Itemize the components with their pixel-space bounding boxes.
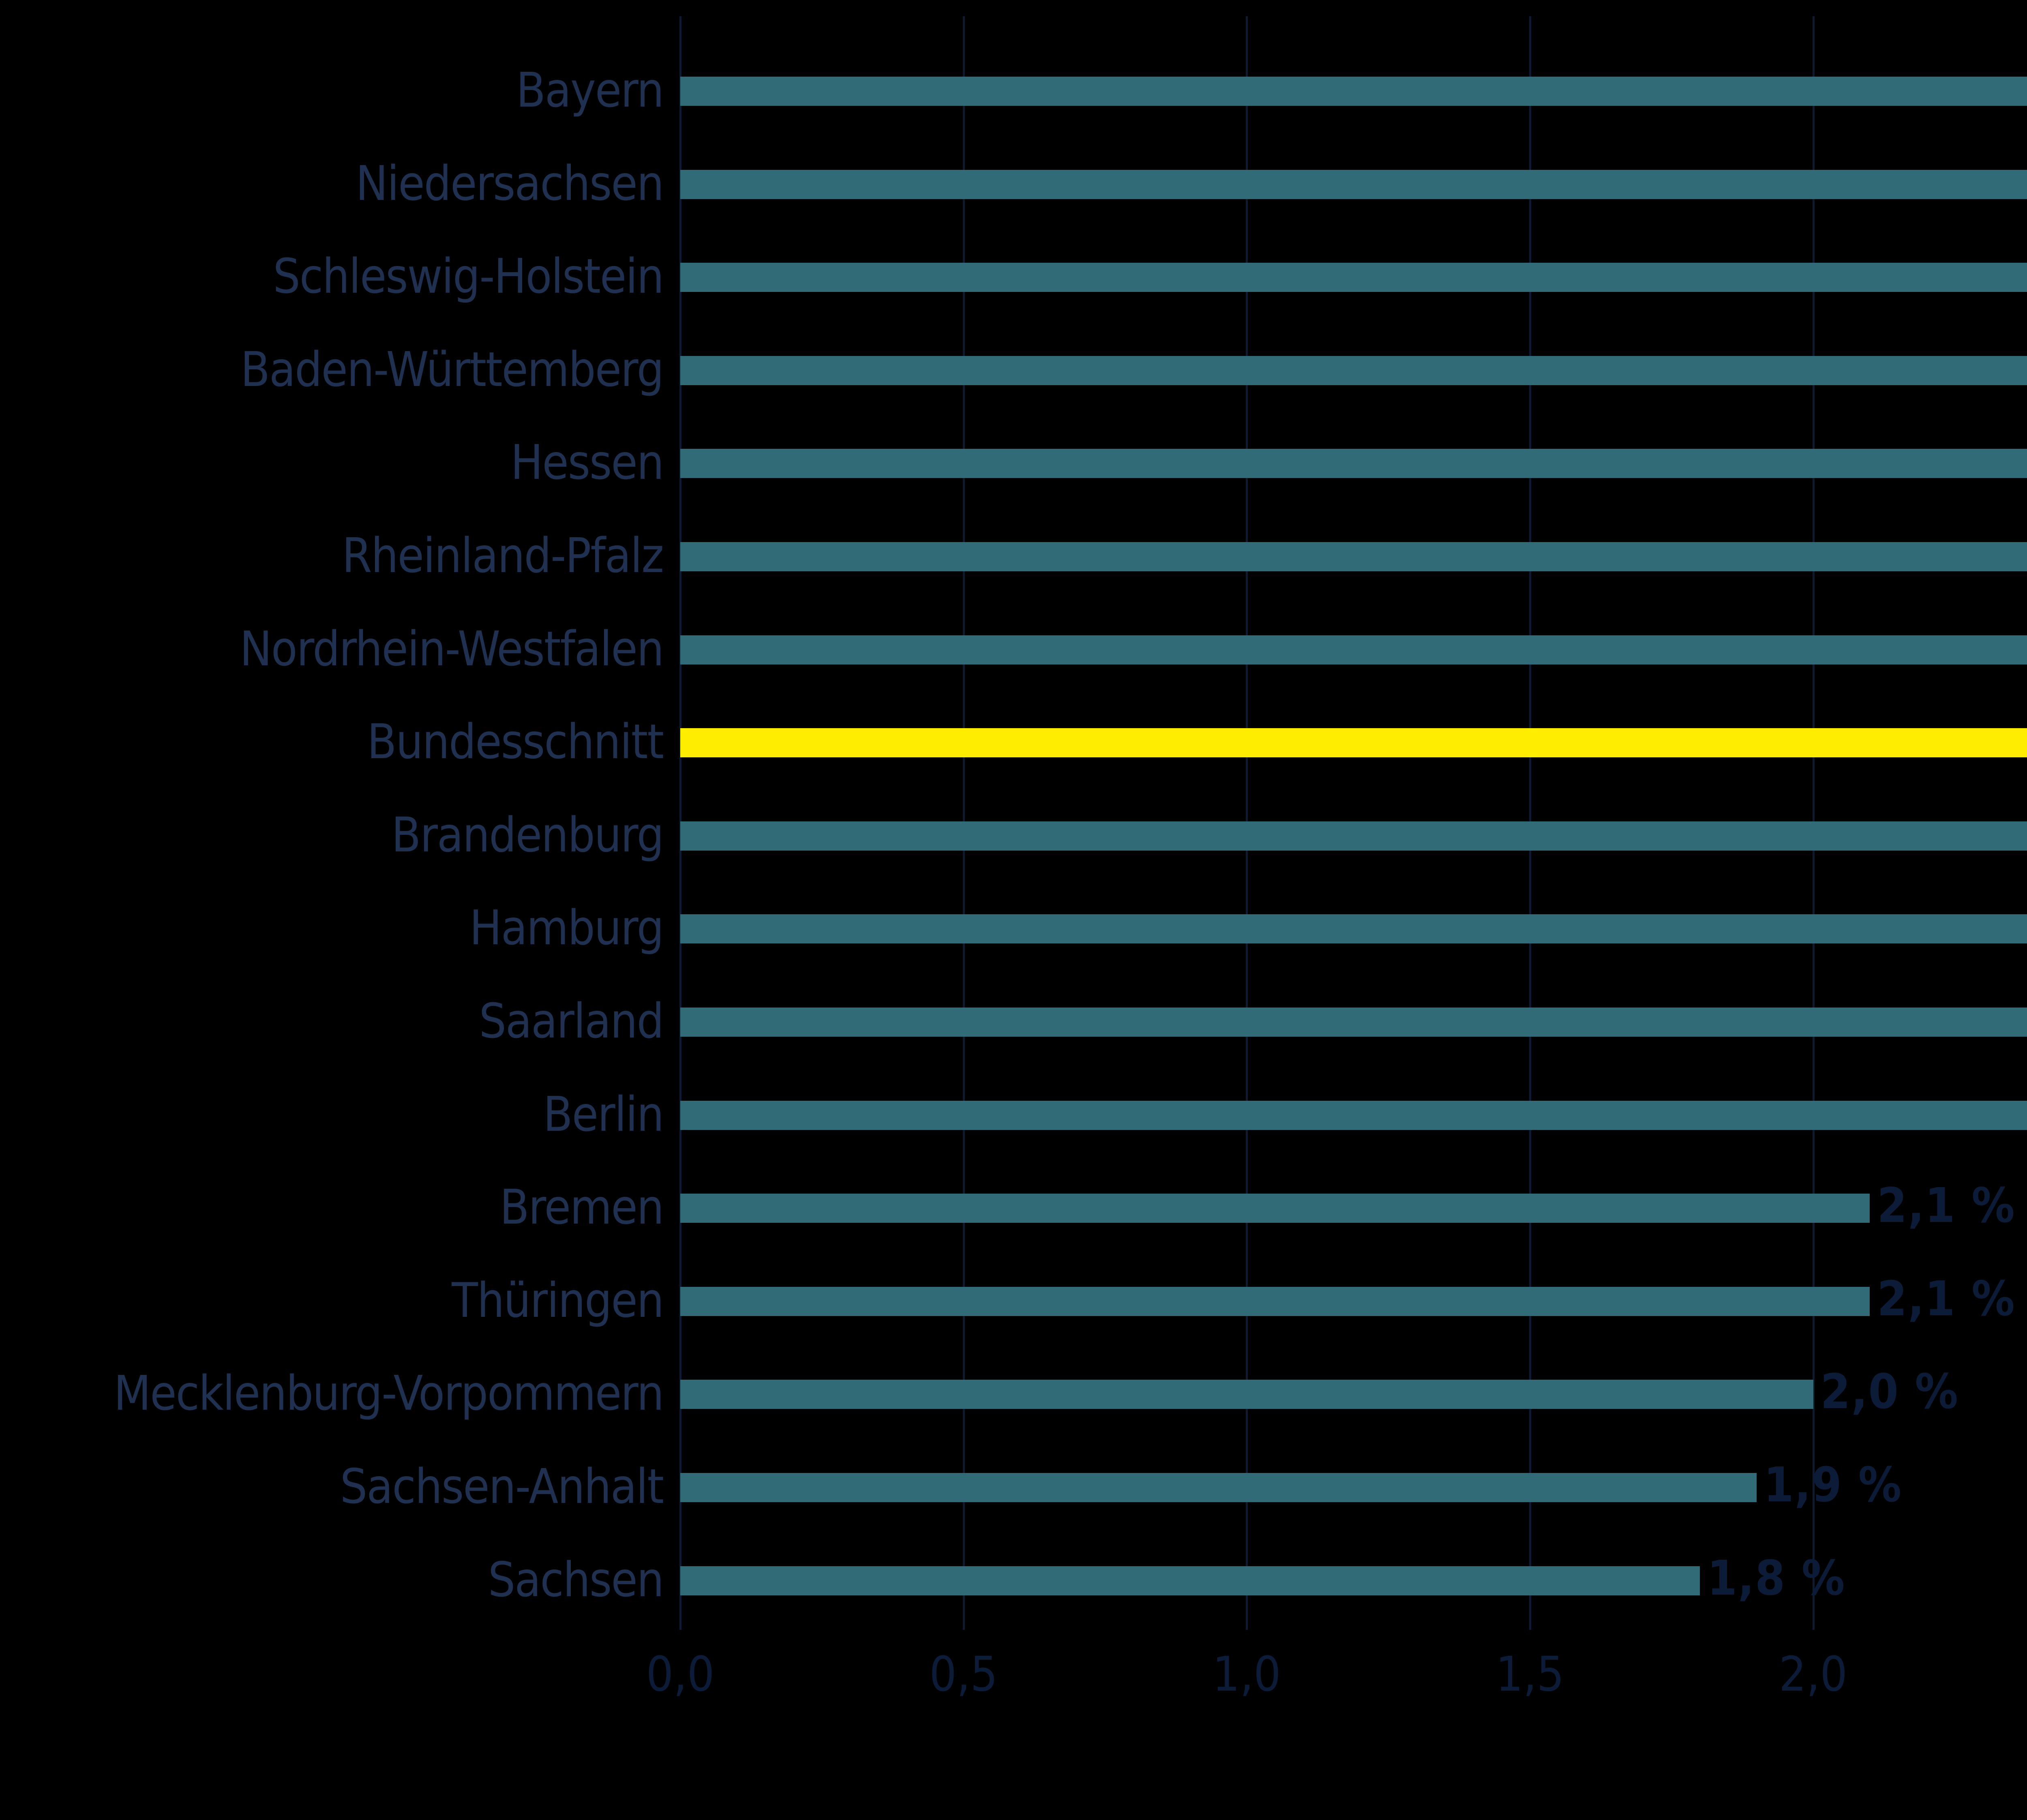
bar xyxy=(680,356,2027,385)
category-label: Rheinland-Pfalz xyxy=(342,527,664,583)
bar xyxy=(680,1286,1870,1316)
bar xyxy=(680,449,2027,478)
category-label: Schleswig-Holstein xyxy=(273,248,664,304)
bar xyxy=(680,169,2027,199)
category-label: Berlin xyxy=(543,1086,664,1142)
x-tick-label: 2,0 xyxy=(1779,1646,1847,1702)
bar xyxy=(680,821,2027,851)
category-label: Hessen xyxy=(510,434,664,491)
category-label: Niedersachsen xyxy=(356,155,664,211)
category-label: Sachsen xyxy=(488,1551,664,1608)
value-label: 2,1 % xyxy=(1877,1270,2016,1327)
category-label: Nordrhein-Westfalen xyxy=(240,620,664,677)
category-label: Baden-Württemberg xyxy=(240,341,664,397)
bar xyxy=(680,1194,1870,1223)
category-label: Hamburg xyxy=(469,900,664,956)
category-label: Mecklenburg-Vorpommern xyxy=(114,1365,664,1421)
category-label: Saarland xyxy=(479,993,664,1049)
bar xyxy=(680,635,2027,665)
bar xyxy=(680,77,2027,106)
category-label: Bundesschnitt xyxy=(367,714,664,770)
bar xyxy=(680,1566,1700,1595)
bar xyxy=(680,1473,1757,1502)
value-label: 1,9 % xyxy=(1763,1457,1903,1513)
bar xyxy=(680,542,2027,571)
x-tick-label: 1,5 xyxy=(1496,1646,1564,1702)
category-label: Sachsen-Anhalt xyxy=(340,1458,664,1514)
highlight-bar xyxy=(680,728,2027,758)
bar xyxy=(680,914,2027,944)
x-tick-label: 0,5 xyxy=(929,1646,998,1702)
value-label: 2,1 % xyxy=(1877,1177,2016,1234)
x-tick-label: 1,0 xyxy=(1212,1646,1281,1702)
value-label: 2,0 % xyxy=(1820,1363,1959,1420)
category-label: Bremen xyxy=(499,1179,664,1235)
value-label: 1,8 % xyxy=(1707,1550,1846,1606)
category-label: Bayern xyxy=(516,62,664,118)
category-label: Brandenburg xyxy=(391,806,664,863)
x-tick-label: 0,0 xyxy=(646,1646,715,1702)
bar xyxy=(680,263,2027,292)
bar xyxy=(680,1100,2027,1130)
category-label: Thüringen xyxy=(452,1272,664,1328)
bar xyxy=(680,1008,2027,1037)
bar xyxy=(680,1380,1813,1409)
